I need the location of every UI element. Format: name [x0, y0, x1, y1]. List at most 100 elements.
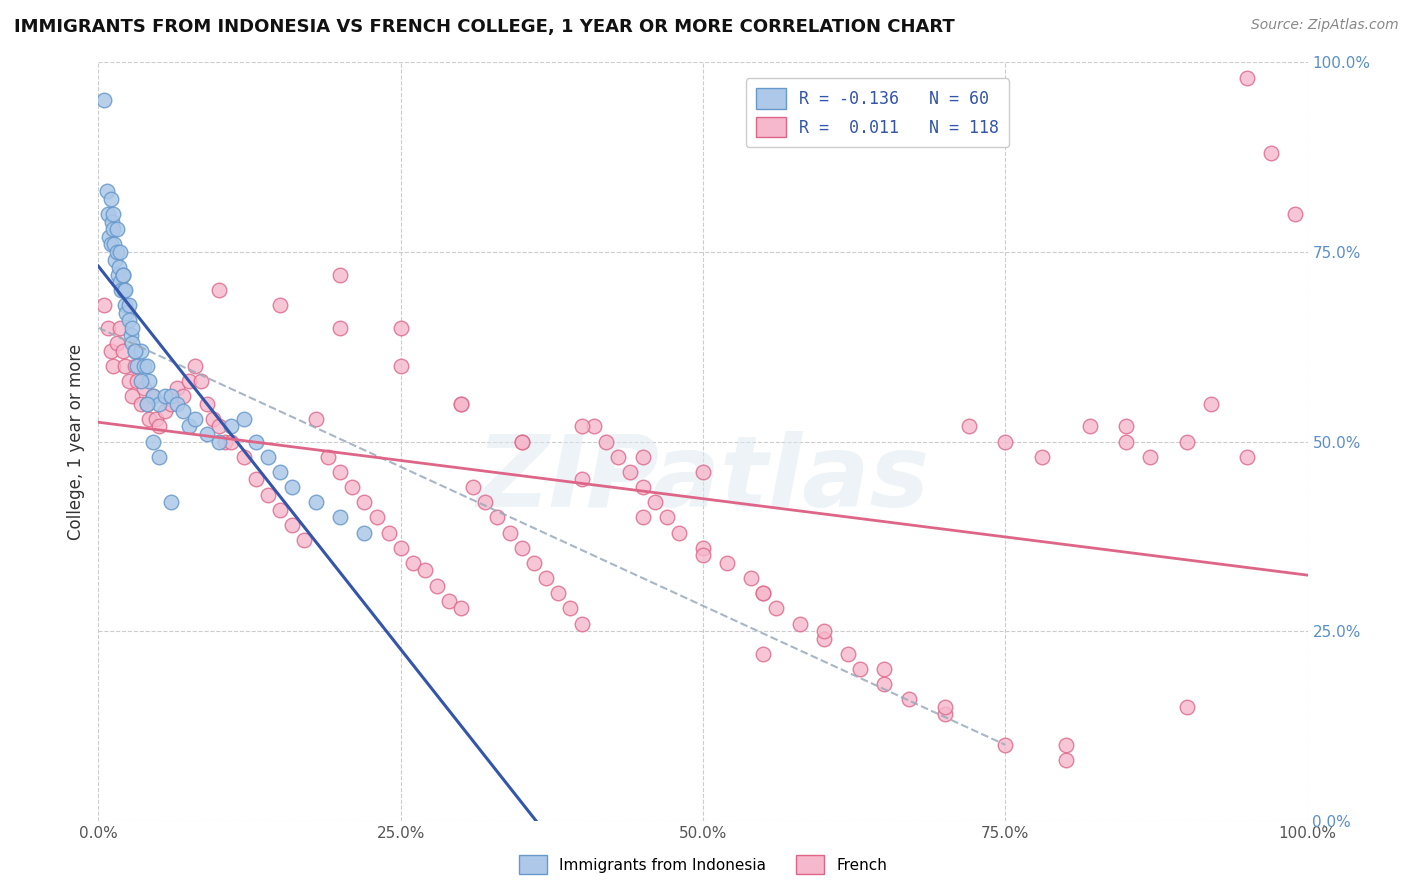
Point — [1054, 738, 1077, 752]
Point — [813, 624, 835, 639]
Point — [208, 283, 231, 297]
Point — [100, 237, 122, 252]
Point — [135, 396, 157, 410]
Text: IMMIGRANTS FROM INDONESIA VS FRENCH COLLEGE, 1 YEAR OR MORE CORRELATION CHART: IMMIGRANTS FROM INDONESIA VS FRENCH COLL… — [14, 18, 955, 36]
Point — [1115, 434, 1137, 449]
Point — [124, 343, 146, 358]
Point — [124, 343, 146, 358]
Point — [105, 244, 128, 259]
Point — [1236, 70, 1258, 85]
Point — [692, 465, 714, 479]
Point — [474, 495, 496, 509]
Point — [127, 374, 149, 388]
Point — [179, 374, 201, 388]
Point — [115, 305, 138, 319]
Point — [486, 510, 509, 524]
Point — [121, 335, 143, 350]
Point — [129, 396, 152, 410]
Point — [245, 473, 267, 487]
Y-axis label: College, 1 year or more: College, 1 year or more — [66, 343, 84, 540]
Point — [124, 359, 146, 373]
Point — [498, 525, 520, 540]
Point — [934, 699, 956, 714]
Point — [108, 320, 131, 334]
Point — [108, 260, 131, 275]
Point — [413, 564, 436, 578]
Point — [1199, 396, 1222, 410]
Legend: R = -0.136   N = 60, R =  0.011   N = 118: R = -0.136 N = 60, R = 0.011 N = 118 — [745, 78, 1010, 147]
Point — [377, 525, 399, 540]
Point — [179, 419, 201, 434]
Point — [873, 662, 896, 676]
Point — [160, 495, 183, 509]
Point — [1031, 450, 1053, 464]
Point — [813, 632, 835, 646]
Point — [450, 396, 472, 410]
Point — [292, 533, 315, 548]
Point — [631, 480, 654, 494]
Point — [100, 343, 122, 358]
Point — [118, 313, 141, 327]
Point — [195, 427, 218, 442]
Point — [96, 184, 118, 198]
Point — [114, 298, 136, 312]
Point — [849, 662, 872, 676]
Point — [752, 586, 775, 600]
Point — [127, 359, 149, 373]
Point — [765, 601, 787, 615]
Point — [221, 434, 243, 449]
Point — [103, 237, 125, 252]
Point — [571, 473, 593, 487]
Point — [98, 229, 121, 244]
Point — [655, 510, 678, 524]
Point — [142, 389, 165, 403]
Point — [107, 268, 129, 282]
Point — [353, 525, 375, 540]
Point — [214, 434, 236, 449]
Point — [631, 450, 654, 464]
Point — [1175, 434, 1198, 449]
Point — [342, 480, 364, 494]
Point — [118, 374, 141, 388]
Point — [129, 374, 152, 388]
Point — [692, 541, 714, 555]
Point — [1260, 146, 1282, 161]
Point — [184, 359, 207, 373]
Point — [101, 359, 124, 373]
Point — [329, 320, 352, 334]
Point — [100, 192, 122, 206]
Point — [208, 419, 231, 434]
Point — [389, 359, 412, 373]
Point — [121, 320, 143, 334]
Point — [510, 434, 533, 449]
Point — [523, 556, 546, 570]
Point — [281, 480, 304, 494]
Point — [269, 465, 291, 479]
Point — [111, 343, 134, 358]
Point — [148, 419, 170, 434]
Point — [114, 359, 136, 373]
Point — [789, 616, 811, 631]
Point — [644, 495, 666, 509]
Point — [172, 404, 194, 418]
Point — [232, 412, 254, 426]
Point — [389, 541, 412, 555]
Point — [153, 389, 176, 403]
Point — [256, 450, 278, 464]
Point — [668, 525, 690, 540]
Point — [389, 320, 412, 334]
Point — [426, 579, 449, 593]
Text: ZIPatlas: ZIPatlas — [477, 431, 929, 528]
Point — [353, 495, 375, 509]
Point — [1236, 450, 1258, 464]
Point — [93, 298, 115, 312]
Point — [558, 601, 581, 615]
Point — [101, 222, 124, 236]
Point — [208, 434, 231, 449]
Point — [402, 556, 425, 570]
Point — [571, 616, 593, 631]
Point — [463, 480, 485, 494]
Point — [329, 268, 352, 282]
Point — [583, 419, 606, 434]
Point — [190, 374, 212, 388]
